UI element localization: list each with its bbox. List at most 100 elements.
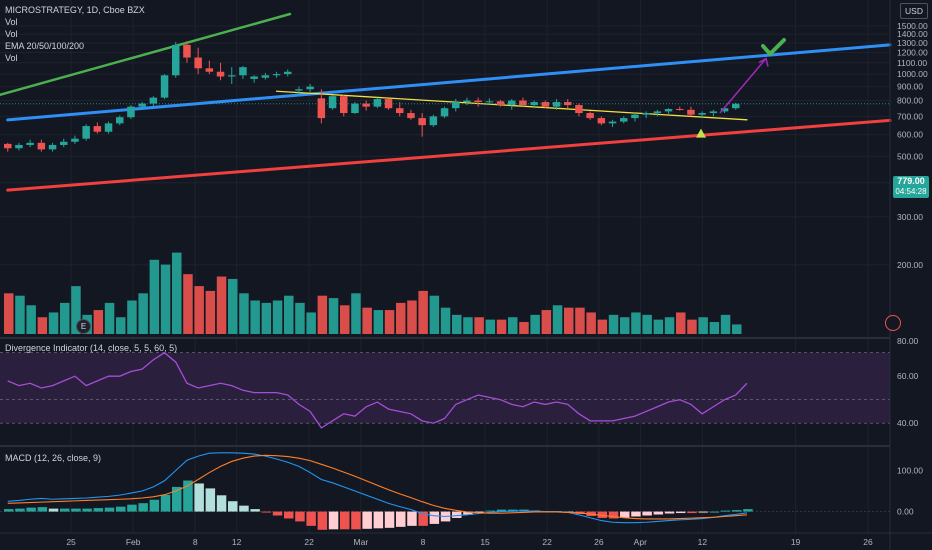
volume-bar xyxy=(541,310,552,334)
candle-body xyxy=(4,143,12,149)
volume-bar xyxy=(575,307,585,334)
macd-tick-label: 100.00 xyxy=(897,465,923,475)
candle-body xyxy=(552,102,561,107)
volume-bar xyxy=(597,319,608,334)
candle-body xyxy=(508,100,516,106)
macd-histogram-bar xyxy=(698,511,708,513)
legend-vol-2[interactable]: Vol xyxy=(5,29,18,39)
divergence-tick-label: 80.00 xyxy=(897,336,919,346)
volume-bar xyxy=(116,317,126,334)
legend-vol-3[interactable]: Vol xyxy=(5,53,18,63)
macd-histogram-bar xyxy=(407,511,417,526)
divergence-series-line xyxy=(7,351,748,429)
time-tick-label: 22 xyxy=(304,537,314,547)
macd-histogram-bar xyxy=(709,511,720,513)
macd-tick-label: 0.00 xyxy=(897,507,914,517)
price-tick-label: 1400.00 xyxy=(897,29,928,39)
candle-body xyxy=(239,67,247,76)
volume-bar xyxy=(608,314,619,334)
macd-histogram-bar xyxy=(71,508,81,512)
annotations[interactable] xyxy=(696,37,786,138)
candle-body xyxy=(362,103,370,107)
candle-body xyxy=(183,44,191,58)
candle-body xyxy=(272,74,281,76)
divergence-tick-label: 40.00 xyxy=(897,418,919,428)
macd-histogram-bar xyxy=(37,507,48,512)
candle-body xyxy=(687,109,695,115)
last-price-value: 779.00 xyxy=(897,176,925,186)
candle-body xyxy=(340,96,348,114)
macd-histogram-bar xyxy=(396,511,406,527)
volume-bar xyxy=(295,302,305,334)
candle-body xyxy=(485,101,494,103)
earnings-marker[interactable]: E xyxy=(76,319,91,334)
volume-bar xyxy=(519,322,529,334)
main-legend: MICROSTRATEGY, 1D, Cboe BZX Vol Vol EMA … xyxy=(5,4,145,64)
candle-body xyxy=(586,113,594,119)
candle-body xyxy=(60,141,68,145)
candles xyxy=(0,41,890,152)
candle-body xyxy=(519,100,527,106)
red-trendline xyxy=(6,118,892,192)
volume-bar xyxy=(463,317,473,334)
candle-body xyxy=(396,108,404,114)
macd-histogram-bar xyxy=(60,508,70,512)
macd-histogram-bar xyxy=(295,511,305,522)
macd-histogram-bar xyxy=(15,508,25,512)
time-tick-label: 22 xyxy=(542,537,552,547)
time-tick-label: Apr xyxy=(634,537,647,547)
volume-bar xyxy=(328,298,339,334)
blue-trendline xyxy=(6,43,892,122)
volume-bar xyxy=(160,264,171,334)
volume-bar xyxy=(396,302,406,334)
grid xyxy=(0,0,890,533)
legend-ema[interactable]: EMA 20/50/100/200 xyxy=(5,41,85,51)
time-tick-label: 25 xyxy=(66,537,76,547)
macd-series xyxy=(0,452,890,530)
candle-body xyxy=(317,98,326,119)
time-tick-label: Feb xyxy=(126,537,141,547)
candle-body xyxy=(284,71,292,75)
time-tick-label: 8 xyxy=(421,537,426,547)
volume-bar xyxy=(284,295,294,334)
symbol-title[interactable]: MICROSTRATEGY, 1D, Cboe BZX xyxy=(5,5,145,15)
macd-histogram-bar xyxy=(597,511,608,518)
macd-line xyxy=(7,452,748,524)
currency-button[interactable]: USD xyxy=(900,3,928,19)
volume-bar xyxy=(250,300,260,334)
price-tick-label: 1300.00 xyxy=(897,38,928,48)
macd-histogram-bar xyxy=(664,511,675,514)
legend-vol-1[interactable]: Vol xyxy=(5,17,18,27)
scroll-indicator[interactable] xyxy=(885,315,901,331)
candle-body xyxy=(440,108,449,117)
volume-bar xyxy=(149,259,160,334)
price-tick-label: 200.00 xyxy=(897,260,923,270)
divergence-legend[interactable]: Divergence Indicator (14, close, 5, 5, 6… xyxy=(5,343,178,353)
green-trendline xyxy=(0,12,292,97)
macd-histogram-bar xyxy=(160,494,171,512)
candle-body xyxy=(452,102,460,109)
candle-body xyxy=(250,76,258,79)
time-axis[interactable]: 25 Feb 8 12 22 Mar 8 15 22 26 Apr 12 19 26 xyxy=(66,537,873,547)
trendlines[interactable] xyxy=(0,12,892,192)
candle-body xyxy=(732,103,740,109)
candle-body xyxy=(216,71,225,77)
macd-histogram-bar xyxy=(317,511,328,530)
macd-histogram-bar xyxy=(138,503,148,512)
candle-body xyxy=(37,142,46,150)
signal-line xyxy=(7,454,747,520)
candle-body xyxy=(15,144,23,149)
candle-body xyxy=(698,113,706,115)
candle-body xyxy=(676,108,684,110)
candle-body xyxy=(351,103,359,114)
candle-body xyxy=(93,126,102,132)
macd-histogram-bar xyxy=(183,480,193,512)
volume-bar xyxy=(127,300,137,334)
volume-bar xyxy=(440,307,451,334)
macd-histogram-bar xyxy=(620,511,630,518)
candle-body xyxy=(631,114,639,119)
volume-bar xyxy=(37,317,48,334)
macd-legend[interactable]: MACD (12, 26, close, 9) xyxy=(5,453,102,463)
candle-body xyxy=(328,96,337,109)
